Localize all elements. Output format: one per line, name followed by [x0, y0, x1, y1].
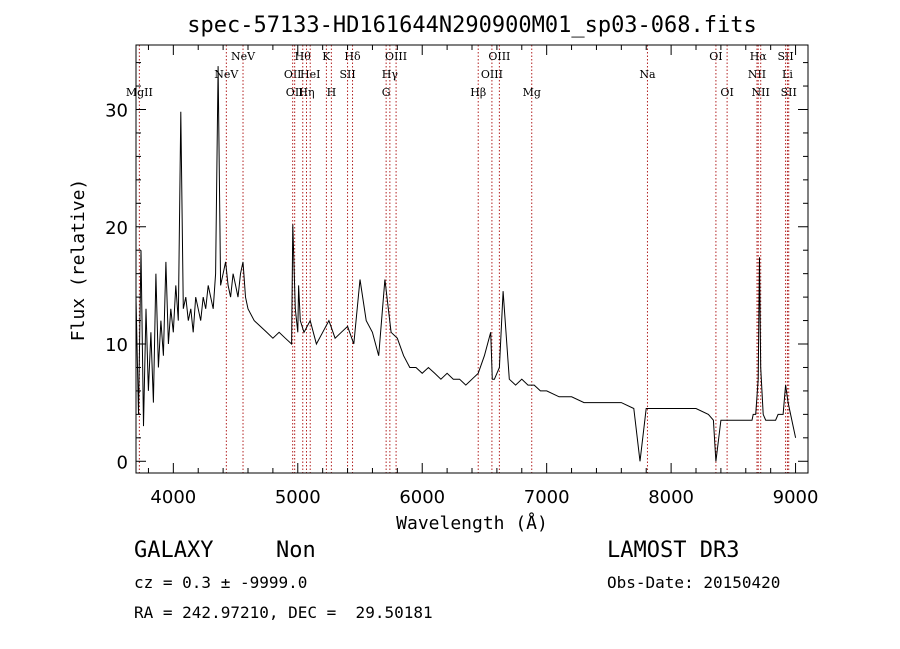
x-tick-label: 9000	[773, 487, 819, 508]
y-tick-label: 30	[105, 100, 128, 121]
marker-label: HeI	[300, 68, 320, 81]
x-tick-label: 7000	[524, 487, 570, 508]
plot-frame	[135, 44, 809, 474]
marker-label: Na	[639, 68, 656, 81]
marker-label: NII	[748, 68, 766, 81]
marker-label: H	[327, 86, 337, 99]
x-tick-label: 5000	[275, 487, 321, 508]
y-tick-label: 20	[105, 218, 128, 239]
marker-label: K	[322, 50, 331, 63]
ra-dec: RA = 242.97210, DEC = 29.50181	[134, 603, 433, 622]
y-tick-label: 10	[105, 335, 128, 356]
marker-label: Li	[782, 68, 793, 81]
marker-label: SII	[781, 86, 797, 99]
marker-label: Hδ	[344, 50, 361, 63]
marker-label: OIII	[481, 68, 503, 81]
marker-label: OIII	[488, 50, 510, 63]
axes: 4000 5000 6000 7000 8000 9000 0 10 20 30	[105, 45, 818, 508]
marker-label: NII	[752, 86, 770, 99]
x-tick-label: 8000	[648, 487, 694, 508]
marker-label: Hθ	[295, 50, 312, 63]
object-subclass: Non	[276, 538, 316, 563]
marker-label: SII	[339, 68, 355, 81]
object-class: GALAXY	[134, 538, 214, 563]
y-tick-label: 0	[117, 452, 128, 473]
observation-date: Obs-Date: 20150420	[607, 573, 781, 592]
y-axis-label: Flux (relative)	[68, 179, 89, 342]
marker-label: OI	[709, 50, 722, 63]
spectrum-line	[135, 66, 797, 462]
marker-label: Hβ	[470, 86, 486, 99]
redshift-cz: cz = 0.3 ± -9999.0	[134, 573, 308, 592]
marker-label: Mg	[523, 86, 541, 99]
marker-label: OI	[720, 86, 733, 99]
marker-label: OII	[284, 68, 302, 81]
marker-label: Hη	[298, 86, 314, 99]
marker-label: Hα	[750, 50, 768, 63]
x-tick-label: 6000	[399, 487, 445, 508]
marker-label: OIII	[385, 50, 407, 63]
marker-label: NeV	[231, 50, 256, 63]
marker-label: MgII	[126, 86, 153, 99]
marker-label: OII	[286, 86, 304, 99]
chart-title: spec-57133-HD161644N290900M01_sp03-068.f…	[187, 13, 757, 38]
marker-label: SII	[777, 50, 793, 63]
x-tick-label: 4000	[150, 487, 196, 508]
spectral-line-markers: MgII NeV NeV OII OII Hθ HeI Hη K H Hδ SII G Hγ OIII Hβ O…	[126, 45, 797, 473]
marker-label: G	[382, 86, 391, 99]
x-axis-label: Wavelength (Å)	[396, 512, 548, 534]
survey-name: LAMOST DR3	[607, 538, 740, 563]
marker-label: NeV	[214, 68, 239, 81]
marker-label: Hγ	[382, 68, 399, 81]
